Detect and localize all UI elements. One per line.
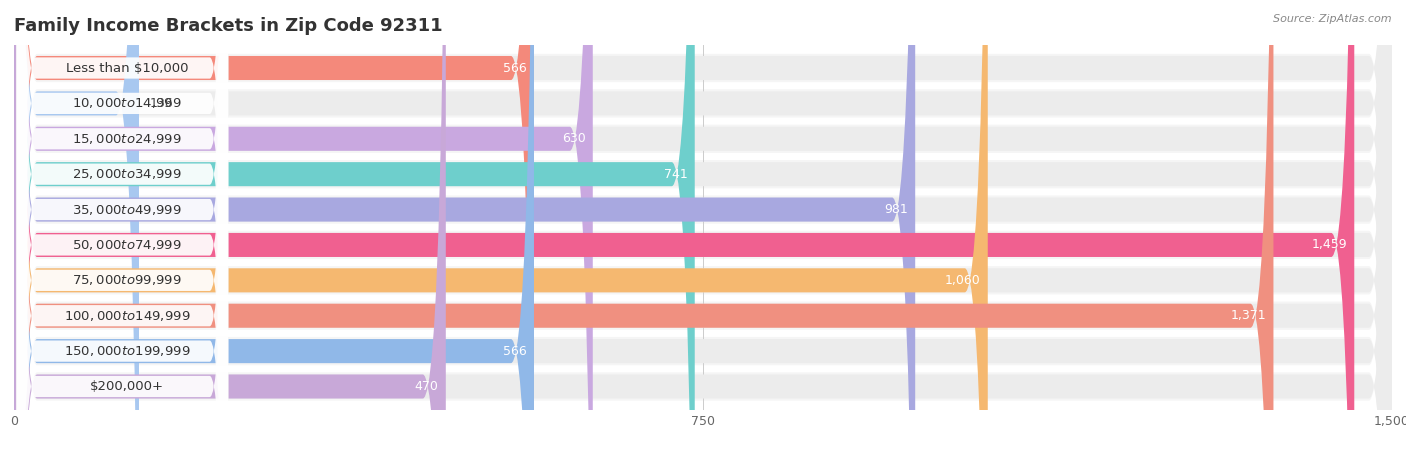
Text: 630: 630	[561, 132, 585, 145]
Text: 1,371: 1,371	[1230, 309, 1265, 322]
FancyBboxPatch shape	[17, 0, 228, 450]
Text: $200,000+: $200,000+	[90, 380, 165, 393]
FancyBboxPatch shape	[14, 0, 1354, 450]
Text: 981: 981	[884, 203, 908, 216]
Text: 741: 741	[664, 168, 688, 180]
FancyBboxPatch shape	[14, 0, 1392, 450]
FancyBboxPatch shape	[14, 0, 446, 450]
FancyBboxPatch shape	[14, 0, 1392, 450]
FancyBboxPatch shape	[14, 0, 1392, 450]
FancyBboxPatch shape	[14, 0, 1392, 450]
FancyBboxPatch shape	[14, 0, 915, 450]
FancyBboxPatch shape	[14, 0, 1392, 450]
FancyBboxPatch shape	[14, 0, 1392, 450]
Text: $100,000 to $149,999: $100,000 to $149,999	[63, 309, 190, 323]
Text: 566: 566	[503, 62, 527, 75]
FancyBboxPatch shape	[17, 0, 228, 450]
Text: 1,060: 1,060	[945, 274, 980, 287]
FancyBboxPatch shape	[14, 0, 1392, 450]
FancyBboxPatch shape	[17, 0, 228, 450]
FancyBboxPatch shape	[17, 0, 228, 450]
FancyBboxPatch shape	[14, 0, 1392, 450]
FancyBboxPatch shape	[14, 0, 534, 450]
FancyBboxPatch shape	[14, 0, 1392, 450]
FancyBboxPatch shape	[14, 0, 1392, 450]
Text: Family Income Brackets in Zip Code 92311: Family Income Brackets in Zip Code 92311	[14, 17, 443, 35]
FancyBboxPatch shape	[17, 0, 228, 450]
FancyBboxPatch shape	[17, 0, 228, 450]
FancyBboxPatch shape	[14, 0, 1392, 450]
Text: $50,000 to $74,999: $50,000 to $74,999	[72, 238, 181, 252]
FancyBboxPatch shape	[17, 0, 228, 450]
Text: $25,000 to $34,999: $25,000 to $34,999	[72, 167, 181, 181]
FancyBboxPatch shape	[14, 0, 139, 450]
Text: Less than $10,000: Less than $10,000	[66, 62, 188, 75]
Text: 566: 566	[503, 345, 527, 358]
FancyBboxPatch shape	[14, 0, 1392, 450]
FancyBboxPatch shape	[14, 0, 1392, 450]
Text: 136: 136	[150, 97, 173, 110]
FancyBboxPatch shape	[14, 0, 1392, 450]
FancyBboxPatch shape	[14, 0, 988, 450]
FancyBboxPatch shape	[14, 0, 1392, 450]
FancyBboxPatch shape	[14, 0, 1392, 450]
FancyBboxPatch shape	[14, 0, 1392, 450]
Text: $35,000 to $49,999: $35,000 to $49,999	[72, 202, 181, 216]
FancyBboxPatch shape	[14, 0, 1392, 450]
FancyBboxPatch shape	[14, 0, 1392, 450]
FancyBboxPatch shape	[14, 0, 695, 450]
Text: $75,000 to $99,999: $75,000 to $99,999	[72, 273, 181, 288]
Text: $10,000 to $14,999: $10,000 to $14,999	[72, 96, 181, 110]
FancyBboxPatch shape	[14, 0, 593, 450]
Text: 470: 470	[415, 380, 439, 393]
FancyBboxPatch shape	[17, 0, 228, 450]
FancyBboxPatch shape	[17, 0, 228, 450]
FancyBboxPatch shape	[17, 0, 228, 450]
FancyBboxPatch shape	[14, 0, 1392, 450]
Text: $150,000 to $199,999: $150,000 to $199,999	[63, 344, 190, 358]
Text: $15,000 to $24,999: $15,000 to $24,999	[72, 132, 181, 146]
Text: Source: ZipAtlas.com: Source: ZipAtlas.com	[1274, 14, 1392, 23]
FancyBboxPatch shape	[14, 0, 1274, 450]
Text: 1,459: 1,459	[1312, 238, 1347, 252]
FancyBboxPatch shape	[14, 0, 534, 450]
